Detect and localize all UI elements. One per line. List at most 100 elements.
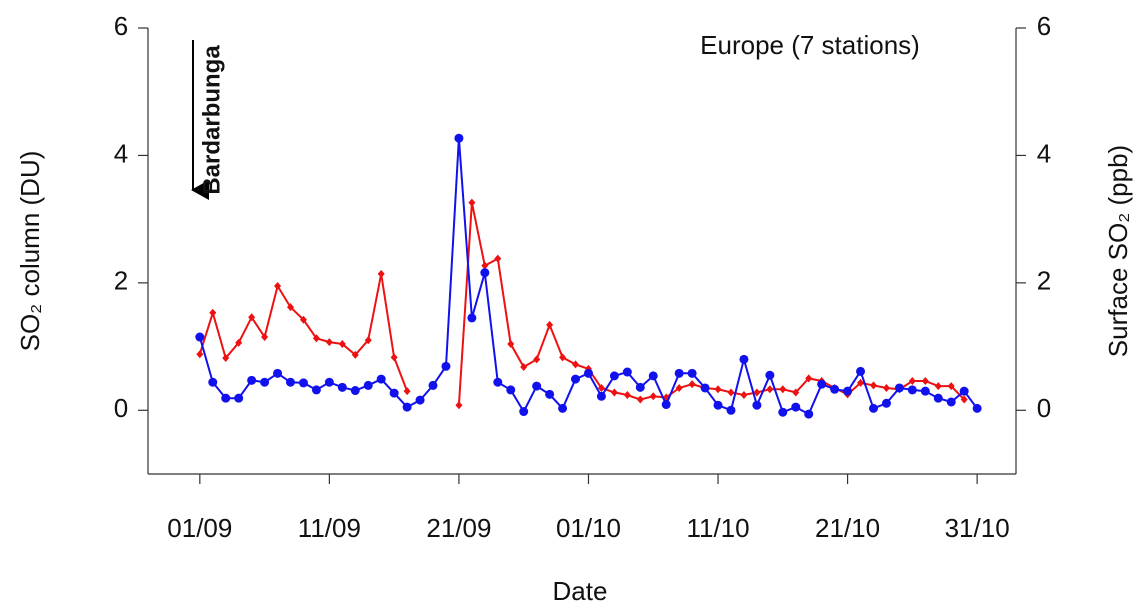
point: [311, 385, 321, 395]
point: [959, 386, 969, 396]
y-axis-label: SO₂ column (DU): [15, 151, 45, 352]
point: [960, 395, 968, 404]
point: [494, 254, 502, 263]
point: [376, 374, 386, 384]
point: [337, 382, 347, 392]
point: [467, 313, 477, 323]
point: [248, 313, 256, 322]
point: [559, 353, 567, 362]
point: [713, 400, 723, 410]
point: [779, 385, 787, 394]
point: [933, 393, 943, 403]
point: [415, 395, 425, 405]
point: [520, 362, 528, 371]
point: [908, 376, 916, 385]
point: [740, 390, 748, 399]
point: [260, 377, 270, 387]
point: [234, 393, 244, 403]
point: [403, 387, 411, 396]
point: [390, 353, 398, 362]
point: [636, 395, 644, 404]
point: [377, 269, 385, 278]
point: [766, 385, 774, 394]
point: [287, 303, 295, 312]
point: [274, 282, 282, 291]
point: [934, 382, 942, 391]
point: [596, 391, 606, 401]
y-tick-label: 6: [114, 11, 128, 41]
point: [700, 383, 710, 393]
point: [545, 389, 555, 399]
point: [921, 376, 929, 385]
point: [881, 398, 891, 408]
x-tick-label: 11/10: [686, 513, 749, 543]
point: [481, 261, 489, 270]
point: [920, 386, 930, 396]
point: [688, 380, 696, 389]
y2-tick-label: 2: [1037, 266, 1051, 296]
point: [389, 388, 399, 398]
point: [843, 386, 853, 396]
point: [778, 407, 788, 417]
point: [261, 333, 269, 342]
point: [765, 370, 775, 380]
point: [727, 388, 735, 397]
x-tick-label: 21/10: [815, 513, 880, 543]
point: [609, 371, 619, 381]
point: [804, 409, 814, 419]
point: [610, 388, 618, 397]
point: [558, 403, 568, 413]
y-tick-label: 2: [114, 266, 128, 296]
y2-tick-label: 6: [1037, 11, 1051, 41]
point: [622, 367, 632, 377]
point: [299, 315, 307, 324]
point: [247, 375, 257, 385]
x-tick-label: 01/09: [167, 513, 232, 543]
point: [882, 383, 890, 392]
point: [675, 383, 683, 392]
point: [468, 198, 476, 207]
point: [946, 397, 956, 407]
point: [868, 403, 878, 413]
point: [572, 360, 580, 369]
x-tick-label: 21/09: [426, 513, 491, 543]
point: [507, 340, 515, 349]
point: [351, 350, 359, 359]
point: [972, 403, 982, 413]
point: [338, 340, 346, 349]
point: [221, 393, 231, 403]
point: [324, 377, 334, 387]
point: [894, 383, 904, 393]
point: [714, 385, 722, 394]
point: [519, 407, 529, 417]
point: [635, 382, 645, 392]
point: [480, 268, 490, 278]
y-tick-label: 0: [114, 393, 128, 423]
point: [648, 371, 658, 381]
series-line: [198, 202, 965, 406]
point: [235, 338, 243, 347]
point: [739, 354, 749, 364]
point: [947, 382, 955, 391]
point: [209, 308, 217, 317]
point: [493, 377, 503, 387]
y2-axis-label: Surface SO₂ (ppb): [1103, 145, 1133, 357]
point: [532, 381, 542, 391]
point: [428, 380, 438, 390]
point: [856, 366, 866, 376]
point: [597, 383, 605, 392]
point: [196, 350, 204, 359]
point: [454, 133, 464, 143]
point: [441, 361, 451, 371]
point: [364, 336, 372, 345]
point: [546, 320, 554, 329]
point: [623, 390, 631, 399]
point: [208, 377, 218, 387]
point: [533, 355, 541, 364]
point: [792, 388, 800, 397]
point: [571, 374, 581, 384]
point: [325, 338, 333, 347]
point: [455, 401, 463, 410]
x-tick-label: 11/09: [298, 513, 361, 543]
